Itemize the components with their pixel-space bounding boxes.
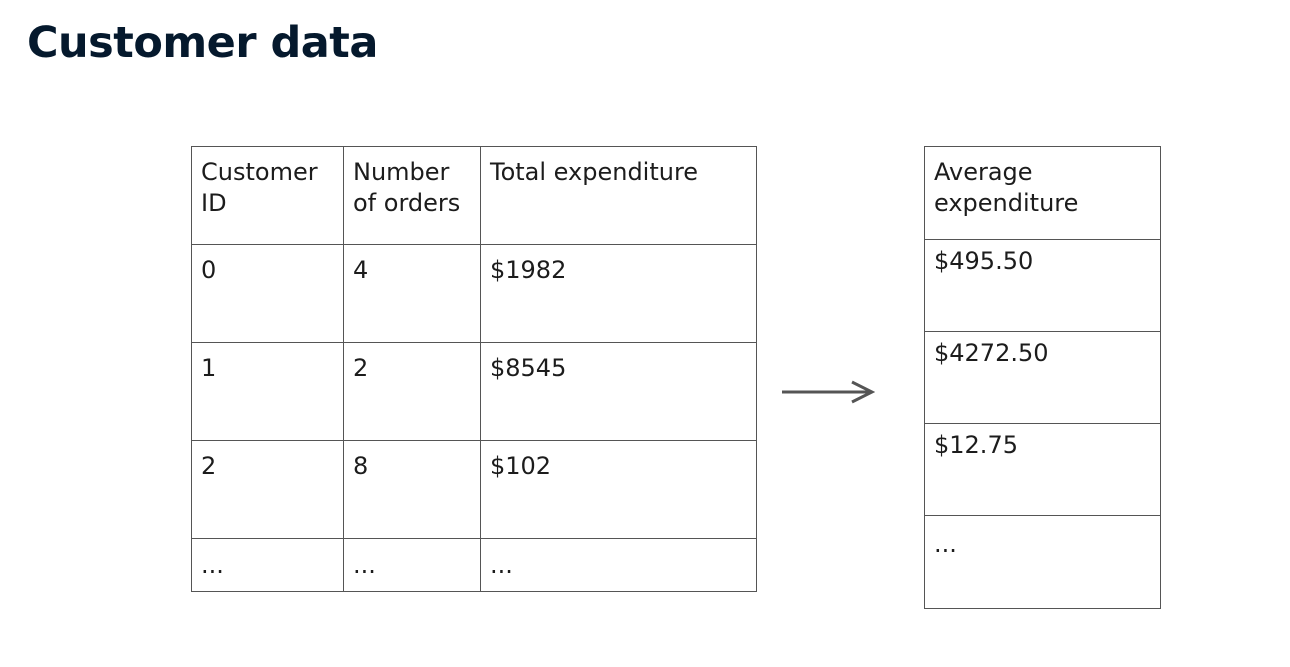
cell-total-expenditure: $8545: [480, 342, 757, 441]
cell-customer-id: ...: [191, 538, 344, 592]
cell-customer-id: 0: [191, 244, 344, 343]
cell-average-expenditure: $495.50: [924, 239, 1161, 332]
table-row: $4272.50: [924, 331, 1161, 424]
cell-total-expenditure: $102: [480, 440, 757, 539]
table-header-row: Customer ID Number of orders Total expen…: [191, 146, 757, 245]
cell-average-expenditure: $4272.50: [924, 331, 1161, 424]
page-title: Customer data: [27, 18, 378, 68]
header-number-of-orders: Number of orders: [343, 146, 481, 245]
cell-customer-id: 1: [191, 342, 344, 441]
cell-total-expenditure: $1982: [480, 244, 757, 343]
cell-number-of-orders: 2: [343, 342, 481, 441]
cell-number-of-orders: ...: [343, 538, 481, 592]
table-row: 2 8 $102: [191, 440, 757, 539]
average-expenditure-table: Average expenditure $495.50 $4272.50 $12…: [924, 146, 1161, 609]
table-header-row: Average expenditure: [924, 146, 1161, 240]
table-row: $12.75: [924, 423, 1161, 516]
table-row-ellipsis: ...: [924, 515, 1161, 609]
table-row: $495.50: [924, 239, 1161, 332]
cell-average-expenditure: ...: [924, 515, 1161, 609]
cell-average-expenditure: $12.75: [924, 423, 1161, 516]
header-total-expenditure: Total expenditure: [480, 146, 757, 245]
header-average-expenditure: Average expenditure: [924, 146, 1161, 240]
table-row: 1 2 $8545: [191, 342, 757, 441]
cell-number-of-orders: 4: [343, 244, 481, 343]
customer-data-table: Customer ID Number of orders Total expen…: [191, 146, 757, 592]
cell-number-of-orders: 8: [343, 440, 481, 539]
cell-customer-id: 2: [191, 440, 344, 539]
table-row-ellipsis: ... ... ...: [191, 538, 757, 592]
arrow-right-icon: [782, 380, 875, 404]
cell-total-expenditure: ...: [480, 538, 757, 592]
table-row: 0 4 $1982: [191, 244, 757, 343]
header-customer-id: Customer ID: [191, 146, 344, 245]
